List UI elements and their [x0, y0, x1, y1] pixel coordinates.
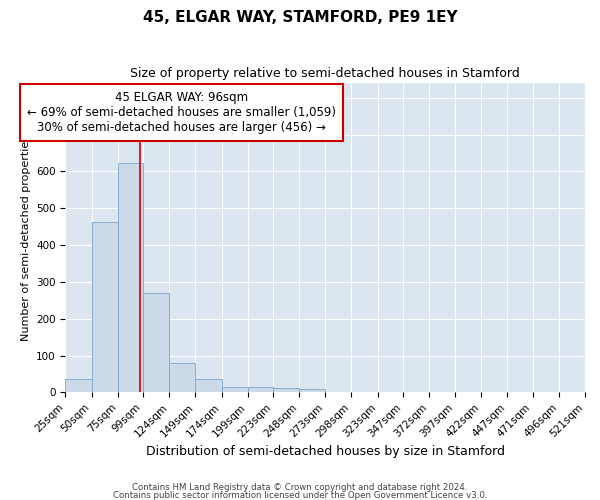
Bar [65, 380, 92, 392]
Bar [248, 387, 273, 392]
Y-axis label: Number of semi-detached properties: Number of semi-detached properties [20, 134, 31, 340]
Text: Contains public sector information licensed under the Open Government Licence v3: Contains public sector information licen… [113, 490, 487, 500]
Bar [92, 222, 118, 392]
Bar [143, 293, 169, 392]
Title: Size of property relative to semi-detached houses in Stamford: Size of property relative to semi-detach… [130, 68, 520, 80]
Bar [196, 380, 221, 392]
Bar [169, 363, 196, 392]
Text: 45 ELGAR WAY: 96sqm
← 69% of semi-detached houses are smaller (1,059)
30% of sem: 45 ELGAR WAY: 96sqm ← 69% of semi-detach… [27, 91, 336, 134]
Text: 45, ELGAR WAY, STAMFORD, PE9 1EY: 45, ELGAR WAY, STAMFORD, PE9 1EY [143, 10, 457, 25]
Bar [273, 388, 299, 392]
Text: Contains HM Land Registry data © Crown copyright and database right 2024.: Contains HM Land Registry data © Crown c… [132, 484, 468, 492]
Bar [118, 163, 143, 392]
Bar [221, 387, 248, 392]
Bar [299, 388, 325, 392]
X-axis label: Distribution of semi-detached houses by size in Stamford: Distribution of semi-detached houses by … [146, 444, 505, 458]
